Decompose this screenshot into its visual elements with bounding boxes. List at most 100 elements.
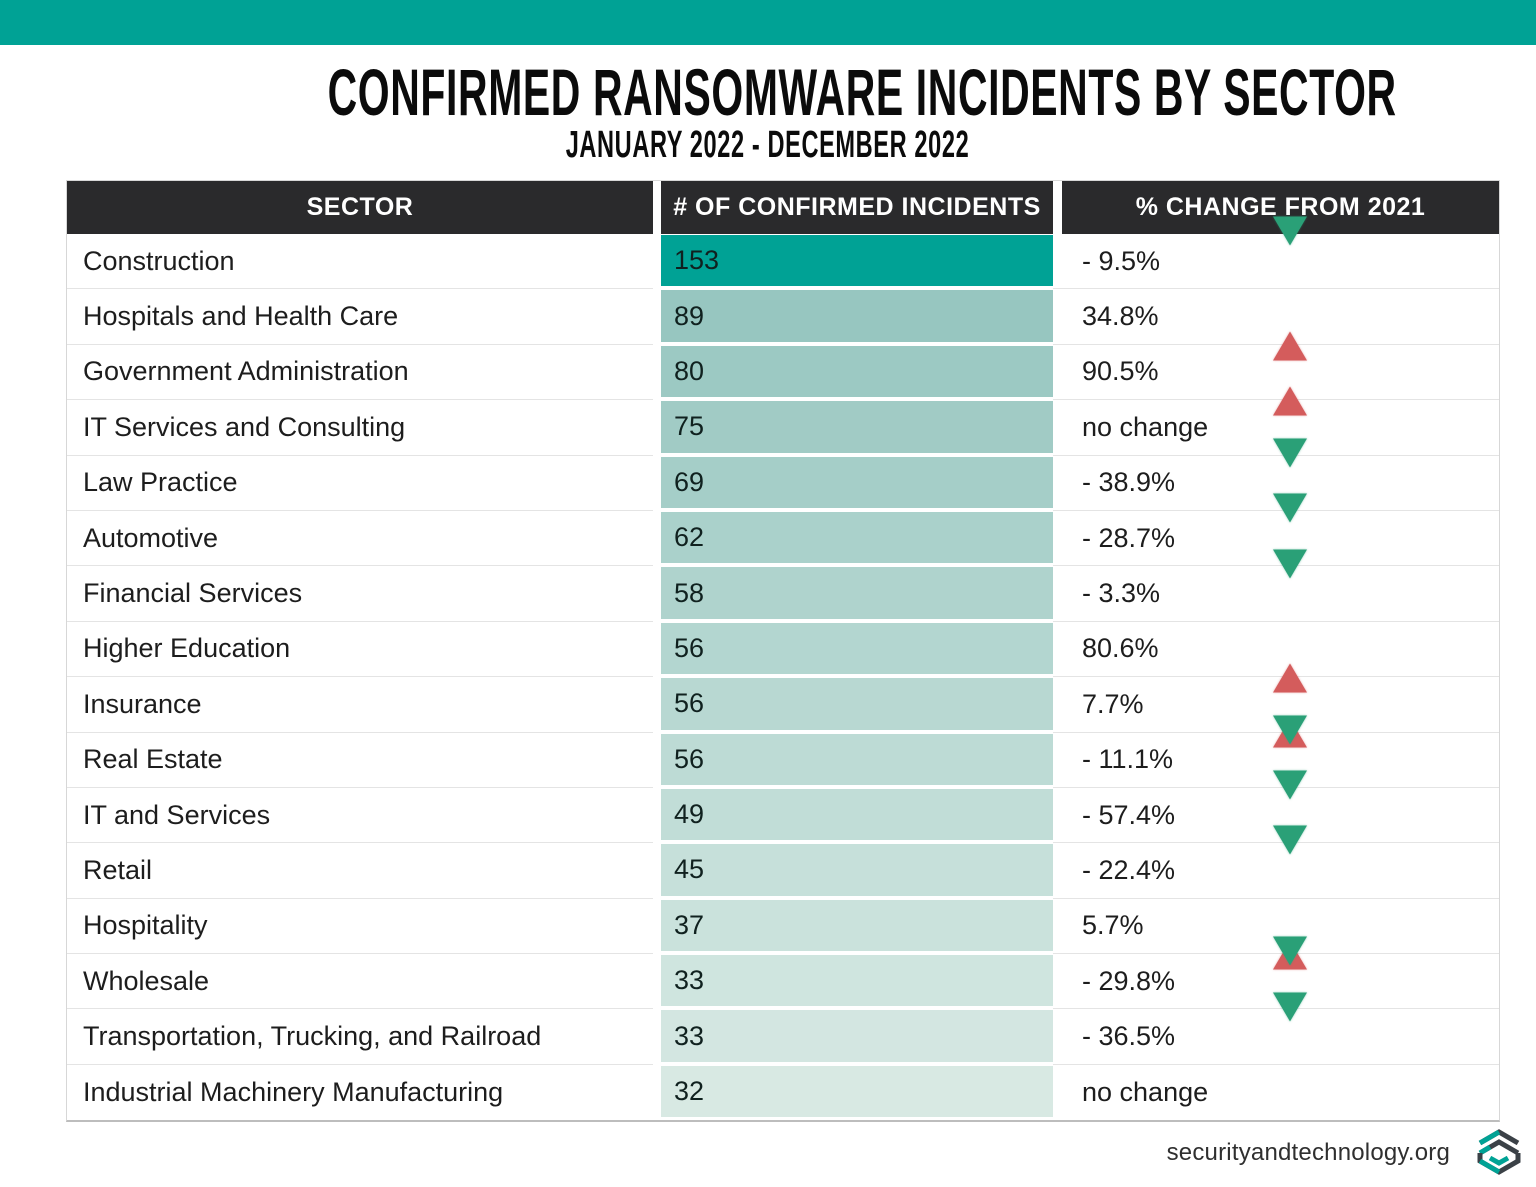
sector-cell: Construction (67, 234, 653, 290)
sector-cell: Hospitality (67, 899, 653, 955)
increase-arrow-icon (1273, 356, 1307, 416)
top-accent-bar (0, 0, 1536, 45)
column-gap (1053, 566, 1062, 622)
column-gap (1053, 456, 1062, 511)
incidents-cell: 89 (661, 289, 1053, 344)
column-gap (1053, 788, 1062, 844)
incidents-cell: 56 (661, 622, 1053, 677)
sector-cell: IT and Services (67, 788, 653, 844)
column-gap (653, 234, 661, 289)
column-gap (1053, 1009, 1062, 1065)
column-gap (653, 677, 661, 732)
table-row: Hospitality 37 5.7% (67, 899, 1499, 970)
change-cell: - 9.5% (1062, 216, 1499, 290)
incidents-value-bar: 33 (661, 1010, 1053, 1062)
column-gap (653, 566, 661, 621)
sector-cell: Government Administration (67, 345, 653, 401)
column-gap (1053, 733, 1062, 788)
incidents-cell: 33 (661, 954, 1053, 1009)
change-value: - 36.5% (1082, 1021, 1176, 1052)
incidents-value-bar: 56 (661, 678, 1053, 730)
change-value: - 22.4% (1082, 854, 1176, 885)
column-gap (1053, 289, 1062, 345)
column-gap (1053, 1065, 1062, 1120)
change-value: - 11.1% (1082, 744, 1174, 775)
incidents-cell: 69 (661, 456, 1053, 511)
incidents-value-bar: 49 (661, 788, 1053, 841)
column-gap (1053, 899, 1062, 955)
column-gap (653, 289, 661, 344)
decrease-arrow-icon (1273, 549, 1307, 609)
change-cell: - 29.8% (1062, 936, 1499, 1010)
footer: securityandtechnology.org (1167, 1128, 1522, 1178)
table-header-row: SECTOR # OF CONFIRMED INCIDENTS % CHANGE… (67, 181, 1499, 234)
change-value: no change (1082, 411, 1209, 442)
column-header-incidents: # OF CONFIRMED INCIDENTS (661, 181, 1053, 234)
incidents-value-bar: 56 (661, 622, 1053, 675)
column-gap (1053, 677, 1062, 733)
table-row: IT Services and Consulting 75 no change (67, 400, 1499, 456)
sector-cell: IT Services and Consulting (67, 400, 653, 456)
column-gap (653, 400, 661, 455)
column-gap (1053, 234, 1062, 290)
change-value: - 9.5% (1082, 245, 1161, 276)
sector-cell: Law Practice (67, 456, 653, 511)
change-value: 80.6% (1082, 633, 1159, 664)
table-row: Financial Services 58 - 3.3% (67, 549, 1499, 622)
incidents-value-bar: 75 (661, 401, 1053, 453)
incidents-table: SECTOR # OF CONFIRMED INCIDENTS % CHANGE… (66, 180, 1500, 1123)
change-cell: - 57.4% (1062, 770, 1499, 844)
change-value: no change (1082, 1077, 1209, 1108)
incidents-cell: 56 (661, 733, 1053, 788)
column-gap (653, 1065, 661, 1120)
column-gap (653, 843, 661, 898)
page-subtitle: JANUARY 2022 - DECEMBER 2022 (566, 124, 970, 166)
column-gap (1053, 511, 1062, 567)
header-divider (1053, 181, 1062, 234)
decrease-arrow-icon (1273, 825, 1307, 886)
sector-cell: Transportation, Trucking, and Railroad (67, 1009, 653, 1065)
column-gap (653, 954, 661, 1009)
incidents-value-bar: 62 (661, 511, 1053, 564)
ist-logo-icon (1477, 1129, 1521, 1175)
change-cell: - 28.7% (1062, 493, 1499, 567)
table-row: Transportation, Trucking, and Railroad 33… (67, 992, 1499, 1065)
incidents-cell: 45 (661, 843, 1053, 898)
table-row: Real Estate 56 - 11.1% (67, 715, 1499, 788)
incidents-cell: 75 (661, 400, 1053, 455)
incidents-value-bar: 45 (661, 844, 1053, 896)
column-gap (653, 733, 661, 788)
incidents-cell: 153 (661, 234, 1053, 289)
table-row: Wholesale 33 - 29.8% (67, 936, 1499, 1010)
table-row: IT and Services 49 - 57.4% (67, 770, 1499, 844)
change-value: 90.5% (1082, 356, 1159, 387)
change-value: 5.7% (1082, 910, 1144, 941)
sector-cell: Industrial Machinery Manufacturing (83, 1077, 504, 1108)
incidents-value-bar: 80 (661, 345, 1053, 398)
incidents-value-bar: 89 (661, 290, 1053, 342)
table-row: Automotive 62 - 28.7% (67, 493, 1499, 567)
change-cell: 7.7% (1062, 677, 1499, 748)
incidents-value-bar: 153 (661, 235, 1053, 287)
sector-cell: Automotive (67, 511, 653, 567)
change-cell: - 11.1% (1062, 715, 1499, 788)
incidents-value-bar: 56 (661, 733, 1053, 785)
footer-site-text: securityandtechnology.org (1166, 1139, 1450, 1166)
table-row: Construction 153 - 9.5% (67, 216, 1499, 290)
column-gap (653, 345, 661, 400)
sector-cell: Higher Education (67, 622, 653, 678)
incidents-cell: 80 (661, 345, 1053, 400)
incidents-cell: 32 (661, 1065, 1053, 1120)
column-gap (1053, 400, 1062, 456)
sector-cell: Insurance (67, 677, 653, 733)
change-cell: 34.8% (1062, 289, 1499, 361)
table-row: Higher Education 56 80.6% (67, 622, 1499, 693)
incidents-value-bar: 33 (661, 955, 1053, 1007)
change-cell: - 22.4% (1062, 825, 1499, 899)
incidents-value-bar: 69 (661, 456, 1053, 508)
incidents-value-bar: 58 (661, 567, 1053, 619)
sector-cell: Hospitals and Health Care (67, 289, 653, 345)
change-cell: - 3.3% (1062, 549, 1499, 622)
column-gap (653, 622, 661, 677)
